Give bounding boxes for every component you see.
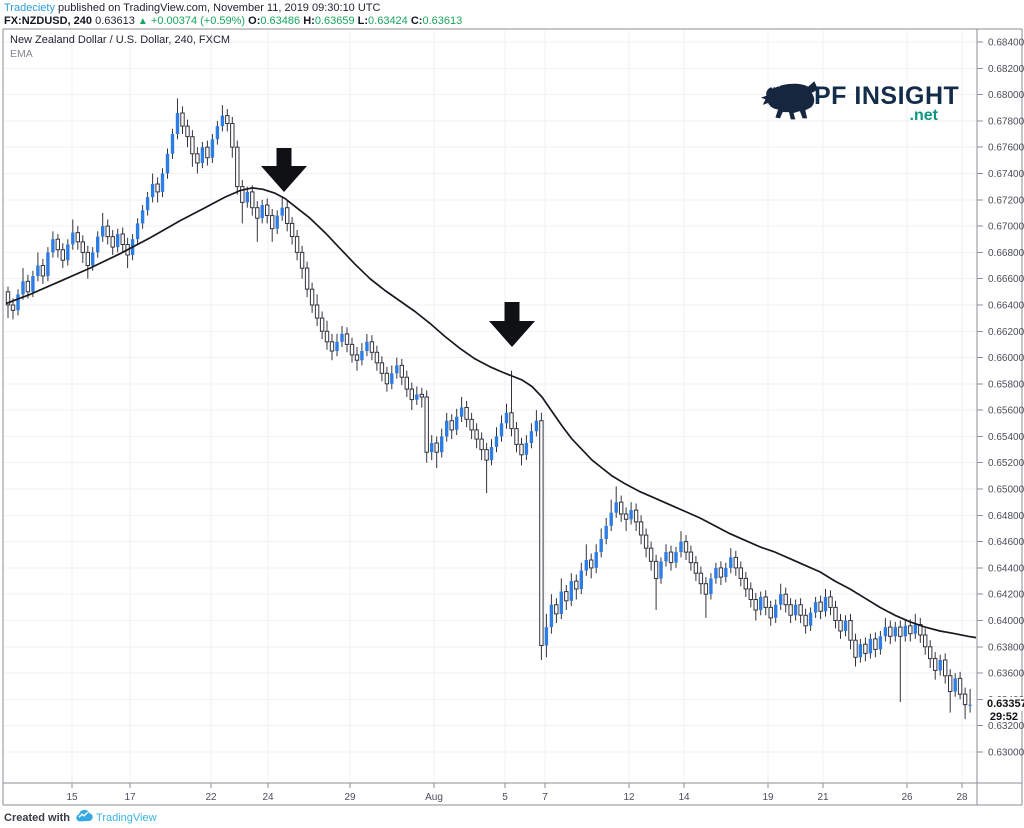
svg-text:22: 22: [205, 792, 217, 803]
svg-text:0.64200: 0.64200: [988, 590, 1024, 601]
svg-text:0.66800: 0.66800: [988, 248, 1024, 259]
svg-text:0.64800: 0.64800: [988, 511, 1024, 522]
byline: Tradeciety published on TradingView.com,…: [4, 2, 380, 14]
svg-text:12: 12: [623, 792, 635, 803]
svg-text:14: 14: [678, 792, 690, 803]
price-change: +0.00374 (+0.59%): [150, 15, 246, 27]
svg-text:0.65600: 0.65600: [988, 406, 1024, 417]
svg-text:Aug: Aug: [425, 792, 443, 803]
low-value: 0.63424: [368, 15, 408, 27]
svg-text:15: 15: [66, 792, 78, 803]
down-arrow-icon: [489, 302, 535, 347]
open-value: 0.63486: [260, 15, 301, 27]
svg-text:29: 29: [344, 792, 356, 803]
byline-text: published on TradingView.com, November 1…: [54, 2, 381, 14]
svg-text:0.67200: 0.67200: [988, 195, 1024, 206]
svg-text:0.67600: 0.67600: [988, 143, 1024, 154]
svg-text:0.68400: 0.68400: [988, 38, 1024, 49]
up-triangle-icon: ▲: [137, 16, 148, 27]
svg-text:19: 19: [762, 792, 774, 803]
logo-text: PF INSIGHT: [814, 82, 960, 110]
tradingview-cloud-icon: [75, 809, 93, 825]
close-label: C:: [410, 15, 423, 27]
svg-text:0.66600: 0.66600: [988, 274, 1024, 285]
open-label: O:: [248, 15, 261, 27]
svg-text:21: 21: [817, 792, 829, 803]
chart-frame: [2, 28, 1023, 806]
symbol-quote-row: FX:NZDUSD, 240 0.63613 ▲ +0.00374 (+0.59…: [4, 15, 462, 27]
svg-text:26: 26: [901, 792, 913, 803]
svg-text:0.63600: 0.63600: [988, 669, 1024, 680]
svg-text:0.67000: 0.67000: [988, 222, 1024, 233]
svg-text:0.65000: 0.65000: [988, 485, 1024, 496]
bull-icon: [760, 79, 818, 120]
svg-text:0.65800: 0.65800: [988, 379, 1024, 390]
pf-insight-logo: PF INSIGHT .net: [760, 74, 960, 136]
symbol-name[interactable]: FX:NZDUSD, 240: [4, 15, 93, 27]
ema-line: [5, 187, 977, 639]
svg-text:0.66000: 0.66000: [988, 353, 1024, 364]
svg-text:0.65200: 0.65200: [988, 458, 1024, 469]
down-arrow-icon: [261, 148, 307, 192]
author-link[interactable]: Tradeciety: [4, 2, 55, 14]
svg-text:28: 28: [956, 792, 968, 803]
candlestick-series: [5, 98, 972, 720]
svg-text:0.63000: 0.63000: [988, 748, 1024, 759]
gridlines: [4, 30, 976, 782]
ema-indicator-label: EMA: [10, 48, 33, 60]
bar-countdown: 29:52: [989, 711, 1018, 723]
last-price-label: 0.63357: [983, 697, 1024, 711]
svg-text:0.64000: 0.64000: [988, 616, 1024, 627]
svg-text:0.64400: 0.64400: [988, 563, 1024, 574]
price-axis[interactable]: 0.68400 0.68200 0.68000 0.67800 0.67600 0.674…: [977, 38, 1024, 759]
svg-text:0.66200: 0.66200: [988, 327, 1024, 338]
svg-text:0.65400: 0.65400: [988, 432, 1024, 443]
low-label: L:: [357, 15, 369, 27]
svg-text:17: 17: [124, 792, 136, 803]
svg-text:0.68200: 0.68200: [988, 64, 1024, 75]
down-arrow-annotations: [261, 148, 535, 347]
pane-title: New Zealand Dollar / U.S. Dollar, 240, F…: [10, 34, 231, 46]
svg-text:0.63800: 0.63800: [988, 642, 1024, 653]
tradingview-link[interactable]: TradingView: [96, 812, 157, 824]
created-with-text: Created with: [4, 812, 71, 824]
high-label: H:: [303, 15, 315, 27]
svg-text:24: 24: [262, 792, 274, 803]
svg-text:0.67800: 0.67800: [988, 116, 1024, 127]
high-value: 0.63659: [314, 15, 355, 27]
svg-text:7: 7: [542, 792, 548, 803]
close-value: 0.63613: [422, 15, 463, 27]
last-price: 0.63613: [95, 15, 135, 27]
svg-text:0.67400: 0.67400: [988, 169, 1024, 180]
svg-text:5: 5: [502, 792, 508, 803]
svg-text:0.63200: 0.63200: [988, 721, 1024, 732]
svg-text:0.64600: 0.64600: [988, 537, 1024, 548]
svg-text:0.68000: 0.68000: [988, 90, 1024, 101]
svg-text:0.66400: 0.66400: [988, 301, 1024, 312]
time-axis[interactable]: 15 17 22 24 29 Aug 5 7 12 14 19 21 26 28: [66, 783, 968, 803]
logo-tld: .net: [909, 107, 938, 124]
footer-attribution: Created with TradingView: [4, 809, 157, 825]
